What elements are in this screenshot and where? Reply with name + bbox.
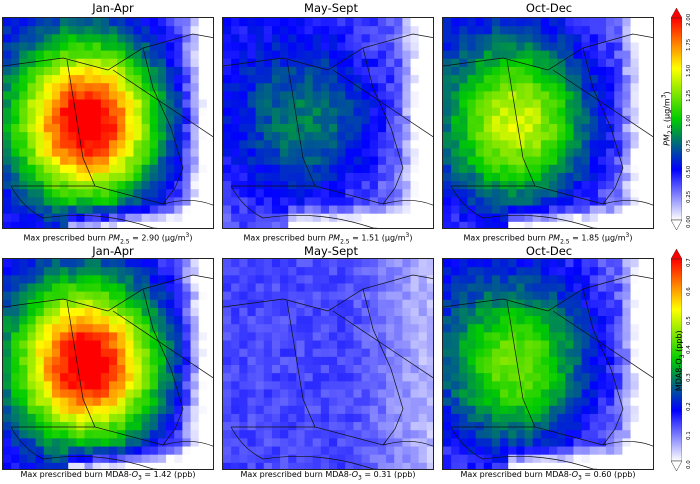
caption-o3-janapr: Max prescribed burn MDA8-O3 = 1.42 (ppb) (20, 470, 196, 482)
panel-title-pm-octdec: Oct-Dec (525, 1, 573, 15)
panel-title-o3-maysept: May-Sept (304, 244, 358, 258)
panel-title-pm-janapr: Jan-Apr (92, 1, 134, 15)
map-pm-janapr (2, 17, 214, 229)
colorbar-tick: 1.50 (686, 64, 692, 77)
map-o3-octdec (442, 258, 654, 470)
panel-title-pm-maysept: May-Sept (304, 1, 358, 15)
colorbar-tick: 1.75 (686, 39, 692, 52)
colorbar-tick: 0.7 (686, 258, 692, 267)
colorbar-pm (670, 7, 683, 231)
colorbar-tick: 0.50 (686, 165, 692, 178)
caption-pm-octdec: Max prescribed burn PM2.5 = 1.85 (μg/m3) (463, 232, 633, 246)
colorbar-tick: 1.00 (686, 114, 692, 127)
panel-title-o3-octdec: Oct-Dec (525, 244, 573, 258)
map-o3-maysept (222, 258, 434, 470)
colorbar-tick: 0.2 (686, 402, 692, 412)
caption-pm-maysept: Max prescribed burn PM2.5 = 1.51 (μg/m3) (243, 232, 413, 246)
colorbar-tick: 0.25 (686, 190, 692, 203)
caption-o3-maysept: Max prescribed burn MDA8-O3 = 0.31 (ppb) (240, 470, 416, 482)
colorbar-tick: 0.0 (686, 460, 692, 469)
map-pm-octdec (442, 17, 654, 229)
panel-title-o3-janapr: Jan-Apr (92, 244, 134, 258)
colorbar-tick: 0.3 (686, 373, 692, 383)
colorbar-tick: 0.4 (686, 344, 692, 354)
colorbar-tick: 0.5 (686, 315, 692, 325)
colorbar-tick: 0.1 (686, 431, 692, 441)
colorbar-label-o3: MDA8-O3 (ppb) (674, 330, 687, 392)
caption-pm-janapr: Max prescribed burn PM2.5 = 2.90 (μg/m3) (23, 232, 193, 246)
colorbar-tick: 0.6 (686, 287, 692, 296)
map-o3-janapr (2, 258, 214, 470)
colorbar-tick: 0.00 (686, 215, 692, 228)
colorbar-tick: 1.25 (686, 89, 692, 102)
map-pm-maysept (222, 17, 434, 229)
colorbar-label-pm: PM2.5 (μg/m3) (660, 91, 674, 146)
colorbar-tick: 2.00 (686, 13, 692, 26)
colorbar-tick: 0.75 (686, 140, 692, 153)
caption-o3-octdec: Max prescribed burn MDA8-O3 = 0.60 (ppb) (460, 470, 636, 482)
